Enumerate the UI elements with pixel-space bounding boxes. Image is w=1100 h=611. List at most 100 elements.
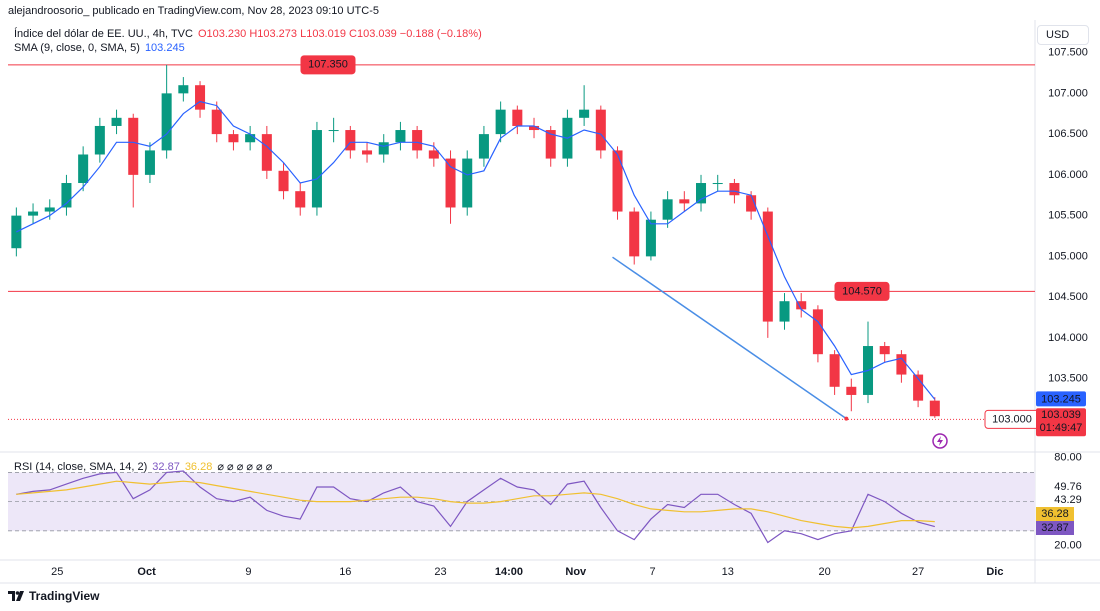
candle-body [328, 130, 339, 132]
candle-body [529, 125, 540, 131]
candle-body [228, 134, 239, 143]
x-tick-label: Dic [986, 566, 1003, 578]
candle-body [161, 93, 172, 151]
y-tick-label: 103.500 [1048, 373, 1088, 385]
x-tick-label: 14:00 [495, 566, 523, 578]
symbol-title: Índice del dólar de EE. UU., 4h, TVC [14, 28, 193, 40]
candle-body [495, 109, 506, 135]
candle-body [896, 354, 907, 375]
candle-body [44, 207, 55, 212]
logo [8, 591, 24, 601]
candle-body [746, 195, 757, 212]
brand: TradingView [29, 589, 100, 603]
sma-tag-label: 103.245 [1041, 393, 1081, 405]
candle-body [846, 386, 857, 395]
candle-body [61, 183, 72, 208]
rsi-sma-value: 36.28 [184, 460, 213, 473]
candle-body [345, 130, 356, 151]
candle-body [779, 301, 790, 322]
scale-tag: 43.29 [1054, 494, 1082, 506]
value-tag [1036, 521, 1074, 535]
candle-body [445, 158, 456, 208]
candle-body [395, 130, 406, 143]
candle-body [612, 150, 623, 212]
trendline [612, 256, 847, 420]
currency-button[interactable]: USD [1037, 25, 1089, 45]
candle-body [78, 154, 89, 184]
candle-body [278, 170, 289, 192]
x-tick-label: Oct [137, 566, 156, 578]
quote: O103.230 H103.273 L103.019 C103.039 −0.1… [197, 28, 482, 40]
candle-body [378, 142, 389, 155]
attribution: alejandroosorio_ publicado en TradingVie… [8, 5, 379, 17]
candles [11, 64, 940, 418]
trendline-end [844, 416, 849, 421]
x-tick-label: 7 [650, 566, 656, 578]
candle-body [144, 150, 155, 175]
candle-body [211, 109, 222, 135]
candle-body [929, 400, 940, 417]
x-tick-label: 9 [245, 566, 251, 578]
y-tick-label: 107.000 [1048, 87, 1088, 99]
rsi-line [16, 470, 935, 544]
y-tick-label: 80.00 [1054, 452, 1082, 464]
last-price-tag [1036, 408, 1086, 437]
candle-body [178, 85, 189, 94]
last-price-label: 103.039 [1041, 409, 1081, 421]
sma-line [16, 100, 936, 400]
footer: TradingView [8, 589, 99, 603]
candle-body [362, 150, 373, 155]
candle-body [595, 109, 606, 151]
candle-body [195, 85, 206, 110]
x-tick-label: 25 [51, 566, 63, 578]
level-label-box [300, 55, 356, 75]
value-tag-label: 36.28 [1041, 508, 1069, 520]
candle-body [261, 134, 272, 171]
candle-body [128, 117, 139, 175]
level-label: 104.570 [842, 285, 882, 297]
candle-body [662, 199, 673, 220]
y-tick-label: 107.500 [1048, 47, 1088, 59]
value-tag [1036, 507, 1074, 521]
candle-body [879, 346, 890, 355]
countdown: 01:49:47 [1040, 422, 1083, 434]
y-tick-label: 106.000 [1048, 169, 1088, 181]
candle-body [712, 183, 723, 185]
indicator-name: RSI (14, close, SMA, 14, 2) [14, 460, 148, 473]
candle-body [111, 117, 122, 126]
rsi-value: 32.87 [152, 460, 180, 473]
level-label: 103.000 [992, 413, 1032, 425]
rsi-sma-line [16, 480, 935, 529]
y-tick-label: 20.00 [1054, 539, 1082, 551]
level-label-box [834, 281, 890, 301]
candle-body [28, 211, 39, 216]
rsi-legend: RSI (14, close, SMA, 14, 2) 32.87 36.28 … [14, 460, 272, 474]
candle-body [762, 211, 773, 322]
y-tick-label: 105.000 [1048, 250, 1088, 262]
candle-body [579, 109, 590, 118]
candle-body [645, 219, 656, 257]
y-tick-label: 104.000 [1048, 332, 1088, 344]
alert-icon[interactable] [932, 433, 948, 449]
candle-body [512, 109, 523, 126]
x-tick-label: 13 [722, 566, 734, 578]
y-tick-label: 105.500 [1048, 210, 1088, 222]
candle-body [428, 150, 439, 159]
value-tag-label: 32.87 [1041, 522, 1069, 534]
candle-body [829, 354, 840, 387]
indicator-value: 103.245 [144, 42, 185, 54]
indicator-name: SMA (9, close, 0, SMA, 5) [14, 42, 140, 54]
candle-body [796, 301, 807, 310]
x-tick-label: Nov [565, 566, 587, 578]
candle-body [478, 134, 489, 159]
x-tick-label: 20 [818, 566, 830, 578]
candle-body [311, 130, 322, 208]
candle-body [295, 191, 306, 208]
sma-tag [1036, 391, 1086, 407]
candle-body [462, 158, 473, 208]
candle-body [245, 134, 256, 143]
candle-body [545, 130, 556, 159]
x-tick-label: 16 [339, 566, 351, 578]
